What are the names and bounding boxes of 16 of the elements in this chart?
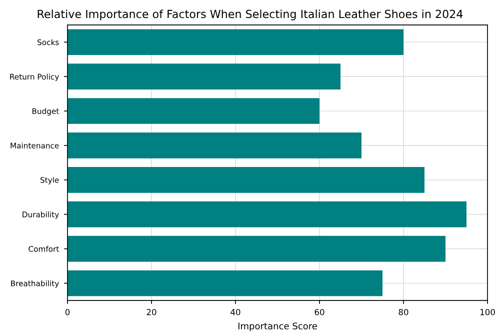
x-tick-label: 20 [146,308,156,316]
x-tick-label: 0 [65,308,70,316]
x-axis-title: Importance Score [238,322,317,332]
x-tick-label: 60 [314,308,324,316]
bar [68,132,362,158]
x-tick-label: 80 [398,308,408,316]
bar [68,98,320,124]
bar [68,201,466,228]
x-tick-label: 100 [480,308,495,316]
chart-title: Relative Importance of Factors When Selecting Italian Leather Shoes in 2024 [38,10,463,20]
bar [68,270,382,296]
bar [68,236,446,262]
bar [68,64,340,90]
x-tick-label: 40 [230,308,240,316]
bar [68,29,404,56]
bar [68,166,424,193]
